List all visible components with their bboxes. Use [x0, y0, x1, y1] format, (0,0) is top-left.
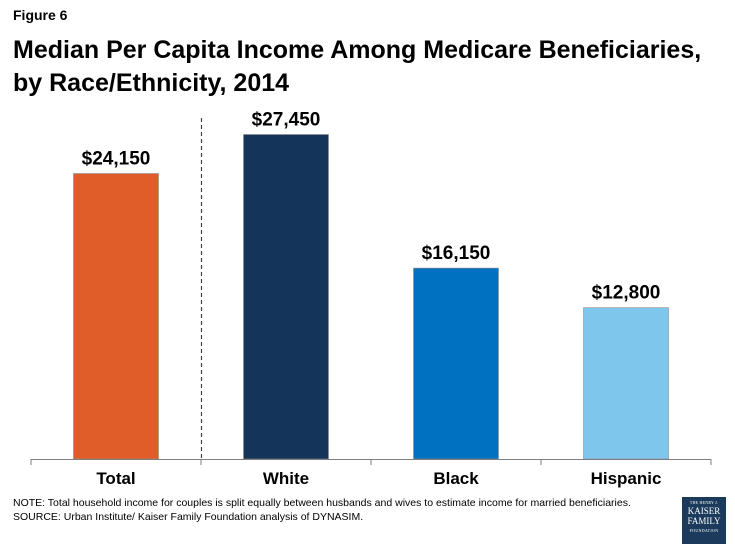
category-label-total: Total: [96, 469, 135, 488]
category-label-hispanic: Hispanic: [591, 469, 662, 488]
value-label-hispanic: $12,800: [592, 283, 661, 304]
logo-line-3: FAMILY: [687, 516, 721, 526]
bar-chart: $24,150 $27,450 $16,150 $12,800 Total White B…: [30, 110, 712, 488]
value-label-white: $27,450: [252, 110, 321, 131]
category-label-black: Black: [433, 469, 479, 488]
logo-line-1: THE HENRY J.: [689, 500, 719, 505]
bar-hispanic: [583, 307, 669, 460]
bars-group: [73, 134, 669, 460]
kff-logo: THE HENRY J. KAISER FAMILY FOUNDATION: [682, 497, 726, 544]
figure-label: Figure 6: [13, 7, 68, 23]
bar-total: [73, 173, 159, 460]
footnote: NOTE: Total household income for couples…: [13, 497, 653, 524]
logo-line-2: KAISER: [687, 506, 721, 516]
logo-line-4: FOUNDATION: [689, 528, 719, 533]
value-label-total: $24,150: [82, 149, 151, 170]
note-text: NOTE: Total household income for couples…: [13, 497, 631, 509]
category-label-white: White: [263, 469, 309, 488]
value-label-black: $16,150: [422, 243, 491, 264]
x-axis-ticks: [30, 459, 712, 465]
chart-title: Median Per Capita Income Among Medicare …: [13, 36, 702, 97]
value-labels-group: $24,150 $27,450 $16,150 $12,800: [82, 110, 661, 304]
category-labels-group: Total White Black Hispanic: [96, 469, 661, 488]
bar-white: [243, 134, 329, 460]
source-text: SOURCE: Urban Institute/ Kaiser Family F…: [13, 510, 364, 523]
bar-black: [413, 267, 499, 460]
